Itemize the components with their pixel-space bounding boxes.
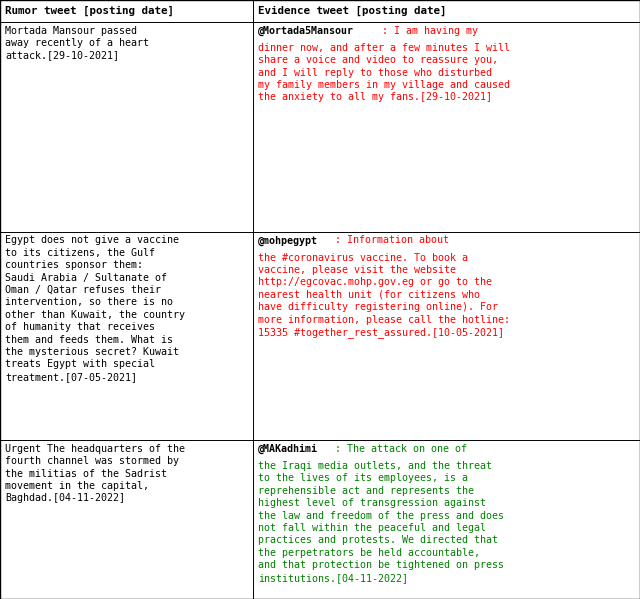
- Text: : Information about: : Information about: [335, 235, 449, 246]
- Text: dinner now, and after a few minutes I will
share a voice and video to reassure y: dinner now, and after a few minutes I wi…: [258, 43, 510, 102]
- Text: Evidence tweet [posting date]: Evidence tweet [posting date]: [258, 6, 447, 16]
- Text: : I am having my: : I am having my: [382, 26, 478, 36]
- Text: the Iraqi media outlets, and the threat
to the lives of its employees, is a
repr: the Iraqi media outlets, and the threat …: [258, 461, 504, 583]
- Text: Urgent The headquarters of the
fourth channel was stormed by
the militias of the: Urgent The headquarters of the fourth ch…: [5, 444, 185, 503]
- Text: Rumor tweet [posting date]: Rumor tweet [posting date]: [5, 6, 174, 16]
- Text: @Mortada5Mansour: @Mortada5Mansour: [258, 26, 354, 36]
- Text: @mohpegypt: @mohpegypt: [258, 235, 318, 246]
- Text: @MAKadhimi: @MAKadhimi: [258, 444, 318, 454]
- Text: Mortada Mansour passed
away recently of a heart
attack.[29-10-2021]: Mortada Mansour passed away recently of …: [5, 26, 149, 60]
- Text: Egypt does not give a vaccine
to its citizens, the Gulf
countries sponsor them:
: Egypt does not give a vaccine to its cit…: [5, 235, 185, 382]
- Text: : The attack on one of: : The attack on one of: [335, 444, 467, 454]
- Text: the #coronavirus vaccine. To book a
vaccine, please visit the website
http://egc: the #coronavirus vaccine. To book a vacc…: [258, 253, 510, 338]
